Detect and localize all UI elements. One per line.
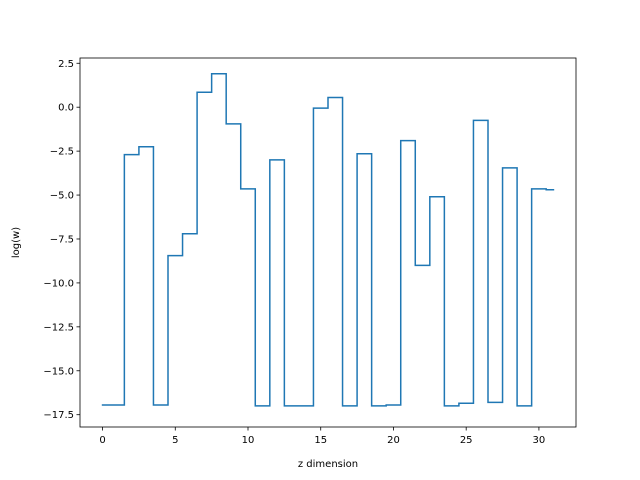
y-tick-label: 2.5 (58, 59, 74, 70)
y-tick-label: −12.5 (43, 322, 74, 333)
plot-area (101, 73, 555, 407)
y-tick-label: −2.5 (50, 147, 74, 158)
y-tick-label: −5.0 (50, 191, 74, 202)
y-axis-label: log(w) (11, 227, 22, 258)
y-tick-label: −10.0 (43, 278, 74, 289)
x-axis-label: z dimension (298, 459, 358, 470)
x-tick-label: 25 (460, 435, 473, 446)
y-tick-label: −17.5 (43, 410, 74, 421)
x-tick-label: 20 (387, 435, 400, 446)
x-tick-label: 30 (533, 435, 546, 446)
y-axis-ticks: 2.5 0.0 −2.5 −5.0 −7.5 −10.0 −12.5 −15.0 −17.5 (43, 59, 80, 421)
x-tick-label: 10 (242, 435, 255, 446)
y-tick-label: 0.0 (58, 103, 74, 114)
y-tick-label: −15.0 (43, 366, 74, 377)
x-tick-label: 5 (172, 435, 178, 446)
x-tick-label: 15 (314, 435, 327, 446)
y-tick-label: −7.5 (50, 234, 74, 245)
axes-frame (79, 57, 577, 428)
series-line (101, 73, 555, 407)
x-tick-label: 0 (99, 435, 105, 446)
x-axis-ticks: 0 5 10 15 20 25 30 (99, 427, 545, 446)
